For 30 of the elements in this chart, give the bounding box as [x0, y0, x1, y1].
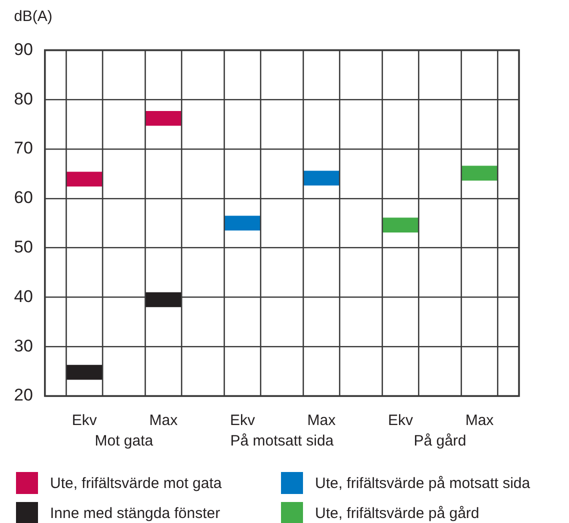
text: På gård [414, 432, 466, 450]
y-tick-label: 50 [14, 237, 33, 256]
x-tick-label: Ekv [230, 412, 256, 430]
bar [145, 292, 182, 308]
y-tick-label: 30 [14, 336, 33, 356]
text: På motsatt sida [230, 432, 334, 450]
text: Mot gata [94, 432, 154, 450]
y-tick-label: 60 [14, 188, 33, 208]
x-tick-label: Ekv [388, 412, 414, 430]
y-tick-label: 40 [14, 286, 33, 306]
bar [303, 170, 340, 186]
bar [461, 166, 498, 181]
x-tick-label: Max [149, 412, 178, 430]
x-tick-label: Max [307, 412, 336, 430]
legend-label: Ute, frifältsvärde mot gata [50, 474, 222, 492]
y-axis-title: dB(A) [14, 8, 52, 25]
y-tick-label: 80 [14, 89, 33, 108]
x-tick-label: Ekv [72, 412, 98, 430]
bar [382, 218, 419, 232]
legend-label: Ute, frifältsvärde på gård [315, 504, 480, 522]
legend-label: Ute, frifältsvärde på motsatt sida [315, 474, 530, 492]
x-tick-label: Max [465, 412, 494, 430]
bar [66, 364, 103, 380]
bar [66, 172, 103, 187]
bar [145, 110, 182, 126]
bar [224, 216, 261, 231]
y-tick-label: 90 [14, 40, 33, 59]
legend-label: Inne med stängda fönster [50, 504, 220, 522]
y-tick-label: 70 [14, 138, 33, 158]
y-tick-label: 20 [14, 386, 33, 405]
